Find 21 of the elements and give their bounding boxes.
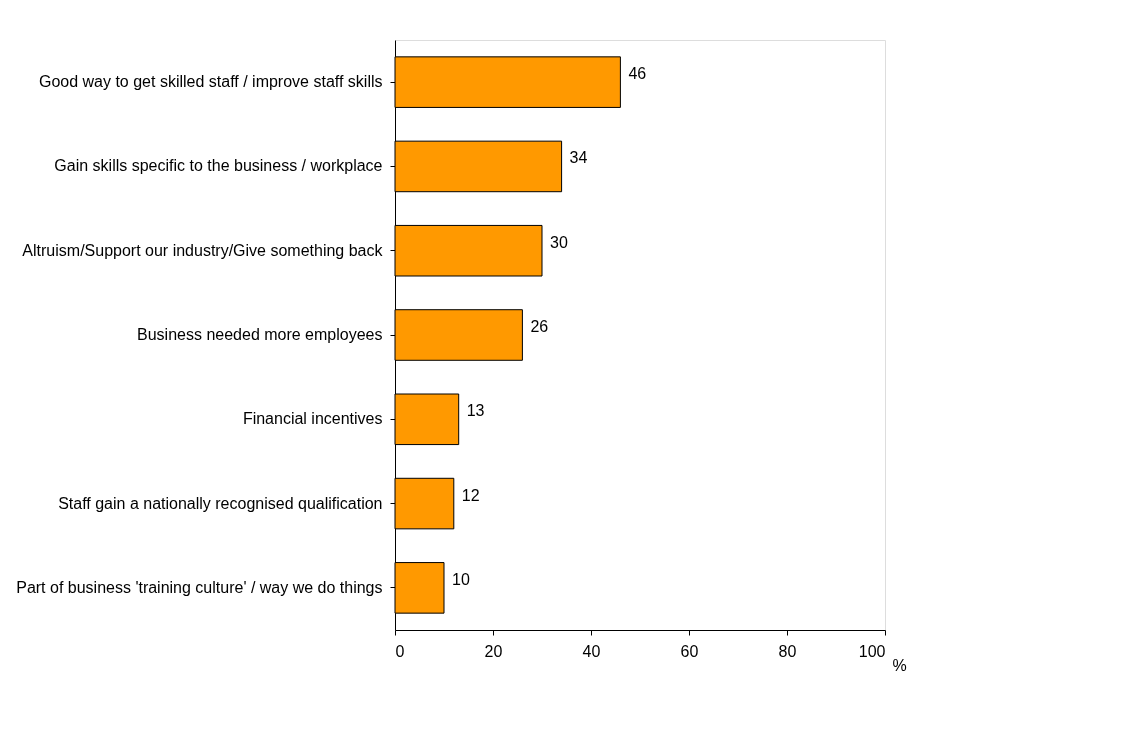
data-label: 13 [466, 402, 485, 420]
x-tick-label: 0 [395, 642, 405, 660]
x-axis-title: % [892, 656, 907, 674]
x-tick-label: 40 [582, 642, 601, 660]
y-tick-label: Staff gain a nationally recognised qualification [58, 494, 383, 512]
data-label: 12 [461, 486, 480, 504]
data-label: 26 [530, 318, 549, 335]
y-tick-label: Good way to get skilled staff / improve staff skills [38, 73, 383, 91]
y-tick-label: Financial incentives [242, 410, 383, 428]
y-tick-label: Part of business 'training culture' / way we do things [16, 578, 383, 596]
x-tick-label: 60 [680, 642, 699, 660]
data-label: 34 [569, 149, 588, 167]
data-label: 30 [550, 233, 568, 251]
x-tick-label: 20 [484, 642, 503, 660]
x-tick-label: 100 [858, 642, 886, 660]
y-tick-label: Altruism/Support our industry/Give something back [22, 241, 384, 259]
y-tick-label: Gain skills specific to the business / workplace [54, 157, 383, 175]
data-label: 10 [452, 570, 470, 588]
y-tick-label: Business needed more employees [137, 326, 383, 343]
data-label: 46 [628, 65, 647, 83]
x-tick-label: 80 [778, 642, 797, 660]
